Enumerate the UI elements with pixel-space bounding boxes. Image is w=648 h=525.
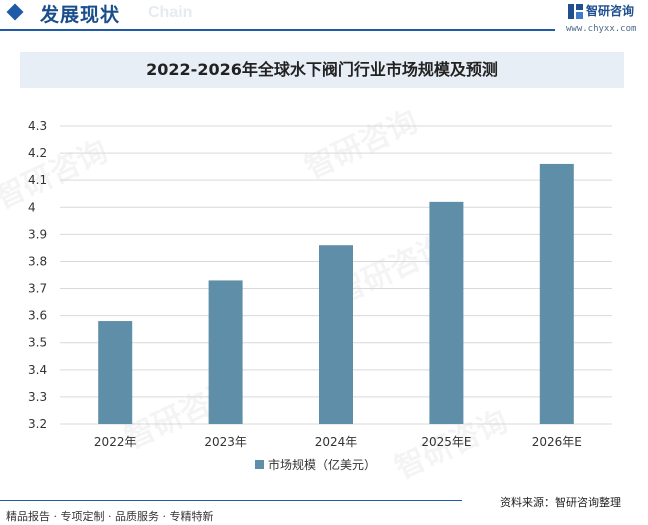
bar [319, 245, 353, 424]
y-tick-label: 3.4 [28, 363, 47, 377]
header: 发展现状 Chain 智研咨询 www.chyxx.com [0, 0, 648, 34]
y-tick-label: 3.6 [28, 309, 47, 323]
source-note: 资料来源：智研咨询整理 [500, 496, 621, 509]
y-tick-label: 3.8 [28, 254, 47, 268]
bar [208, 280, 243, 424]
brand-url: www.chyxx.com [566, 24, 637, 34]
y-tick-label: 4.3 [28, 119, 47, 133]
section-subtitle: Chain [148, 4, 193, 21]
chart-title: 2022-2026年全球水下阀门行业市场规模及预测 [20, 52, 624, 88]
legend-swatch [255, 460, 264, 469]
bar [98, 321, 133, 424]
y-tick-label: 3.3 [28, 390, 47, 404]
y-tick-label: 4.2 [28, 146, 47, 160]
y-tick-label: 3.2 [28, 417, 47, 431]
footer-tagline: 精品报告 · 专项定制 · 品质服务 · 专精特新 [6, 510, 214, 523]
y-tick-label: 4.1 [28, 173, 47, 187]
y-tick-label: 4 [28, 200, 36, 214]
y-tick-label: 3.9 [28, 227, 47, 241]
y-tick-label: 3.5 [28, 336, 47, 350]
x-tick-label: 2024年 [315, 435, 358, 449]
footer-divider [0, 500, 462, 501]
brand-name: 智研咨询 [586, 4, 635, 18]
legend-label: 市场规模（亿美元） [268, 457, 376, 472]
bar [429, 201, 464, 424]
bar [539, 163, 574, 424]
y-tick-label: 3.7 [28, 282, 47, 296]
section-title: 发展现状 [40, 4, 121, 26]
x-tick-label: 2022年 [94, 435, 137, 449]
x-tick-label: 2025年E [421, 435, 471, 449]
x-tick-label: 2023年 [204, 435, 247, 449]
brand-logo-icon [568, 4, 583, 19]
x-tick-label: 2026年E [532, 435, 582, 449]
header-divider [0, 29, 555, 31]
